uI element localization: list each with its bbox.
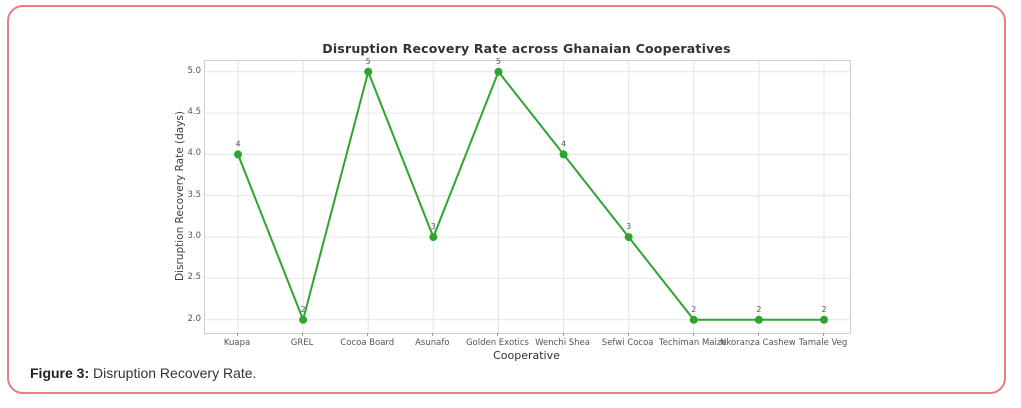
y-tick-label: 5.0: [187, 65, 201, 76]
x-tick-mark: [302, 333, 304, 336]
x-tick-mark: [692, 333, 694, 336]
point-value-label: 3: [626, 222, 631, 231]
point-value-label: 4: [235, 139, 240, 148]
x-tick-label: Asunafo: [415, 338, 450, 348]
plot-area: 4 2 5 3 5 4 3 2 2 2: [204, 57, 851, 334]
data-point: [494, 67, 503, 76]
x-tick-mark: [367, 333, 369, 336]
y-tick-label: 2.0: [187, 313, 201, 324]
data-point: [299, 315, 308, 324]
x-tick-label: Techiman Maize: [658, 338, 727, 348]
point-value-label: 2: [756, 305, 761, 314]
x-tick-mark: [627, 333, 629, 336]
x-tick-label: GREL: [290, 338, 314, 348]
x-tick-mark: [432, 333, 434, 336]
y-tick-label: 3.5: [187, 189, 201, 200]
data-point: [234, 150, 242, 159]
data-point: [559, 150, 568, 159]
x-tick-label: Kuapa: [223, 338, 251, 348]
point-value-label: 4: [561, 139, 566, 148]
x-tick-mark: [562, 333, 564, 336]
y-tick-label: 3.0: [187, 231, 201, 242]
x-tick-label: Nkoranza Cashew: [719, 338, 796, 348]
point-value-label: 2: [301, 305, 306, 314]
point-value-label: 2: [691, 305, 696, 314]
figure-caption-text: Disruption Recovery Rate.: [89, 365, 257, 381]
x-tick-label: Sefwi Cocoa: [601, 338, 654, 348]
data-point: [624, 233, 633, 242]
data-point: [754, 315, 763, 324]
data-point: [820, 315, 828, 324]
data-point: [364, 67, 373, 76]
chart-figure: Disruption Recovery Rate across Ghanaian…: [172, 37, 864, 367]
x-tick-mark: [823, 333, 824, 336]
x-tick-label: Cocoa Board: [340, 338, 395, 348]
x-tick-mark: [757, 333, 759, 336]
y-tick-label: 2.5: [187, 272, 201, 283]
y-tick-label: 4.5: [187, 107, 201, 118]
data-point: [689, 315, 698, 324]
data-point: [429, 233, 438, 242]
point-value-label: 5: [496, 57, 501, 66]
x-axis-ticks: Kuapa GREL Cocoa Board Asunafo Golden Exotic…: [204, 333, 849, 351]
y-axis-ticks: 2.0 2.5 3.0 3.5 4.0 4.5 5.0: [178, 60, 201, 332]
x-tick-label: Tamale Veg: [798, 338, 848, 348]
x-tick-label: Golden Exotics: [465, 338, 529, 348]
point-value-label: 3: [431, 222, 436, 231]
series-line: [237, 70, 824, 321]
line-chart-canvas: 4 2 5 3 5 4 3 2 2 2: [205, 57, 850, 333]
figure-caption: Figure 3: Disruption Recovery Rate.: [30, 365, 256, 381]
x-tick-label: Wenchi Shea: [535, 338, 590, 348]
x-tick-mark: [237, 333, 238, 336]
figure-frame: Disruption Recovery Rate across Ghanaian…: [7, 5, 1006, 394]
x-axis-label: Cooperative: [493, 349, 560, 362]
x-tick-mark: [497, 333, 499, 336]
figure-caption-label: Figure 3:: [30, 365, 90, 381]
y-tick-label: 4.0: [187, 148, 201, 159]
point-value-label: 2: [821, 305, 826, 314]
chart-title: Disruption Recovery Rate across Ghanaian…: [322, 41, 731, 56]
point-value-label: 5: [366, 57, 371, 66]
